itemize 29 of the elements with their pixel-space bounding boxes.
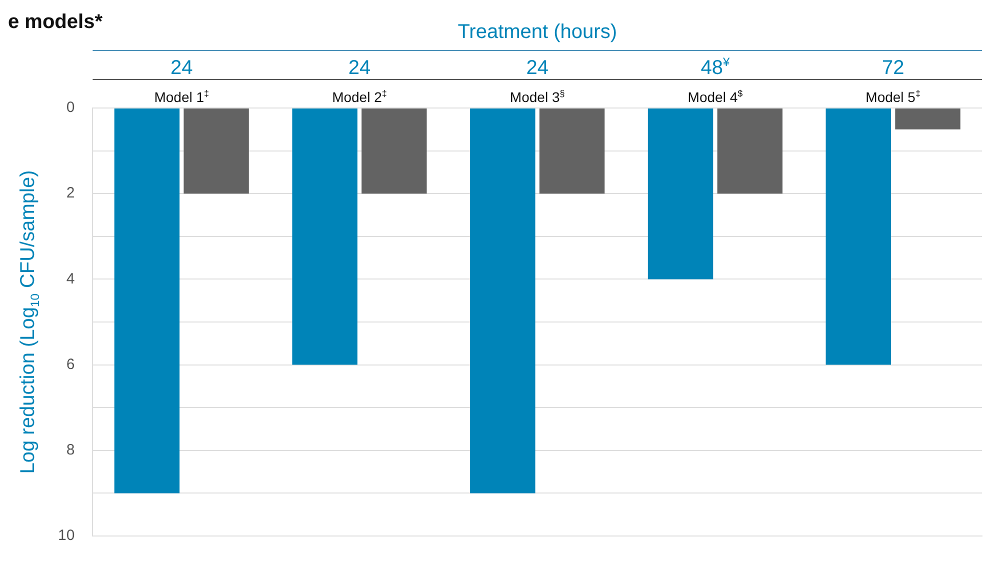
bar [826,108,891,365]
x-tick-label: Model 2‡ [332,88,387,105]
text: 24 [526,57,548,79]
y-tick-label: 10 [58,527,75,544]
bar [362,108,427,194]
x2-axis-title: Treatment (hours) [458,21,617,43]
bar [292,108,358,365]
text: 24 [348,57,371,79]
chart-title: e models* [8,11,103,33]
bar [539,108,605,194]
y-tick-label: 8 [66,442,75,459]
text: 72 [882,57,904,79]
bar [184,108,249,194]
bar [717,108,782,194]
bar [648,108,714,280]
y-axis-title: Log reduction (Log10 CFU/sample) [17,170,42,474]
text: 24 [170,57,193,79]
x-tick-label: Model 1‡ [154,88,210,105]
bar [470,108,536,494]
bar [895,108,960,130]
bar [114,108,180,494]
y-tick-label: 2 [66,184,75,202]
x-tick-label: Model 4$ [688,88,743,105]
y-tick-label: 0 [66,99,75,116]
x-tick-label: Model 5‡ [866,88,920,105]
y-tick-label: 6 [66,356,75,373]
y-tick-label: 4 [66,270,75,288]
x-tick-label: Model 3§ [510,88,565,105]
text: 48¥ [700,55,730,79]
